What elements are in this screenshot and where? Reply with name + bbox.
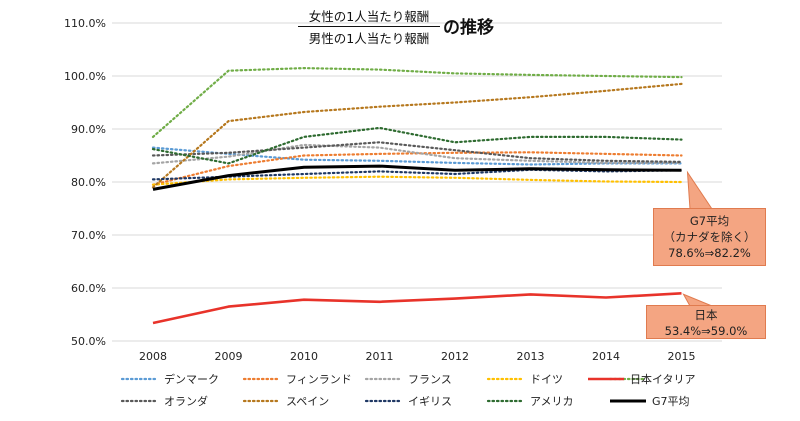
legend-label: フィンランド [286, 373, 352, 386]
legend-swatch [242, 399, 282, 403]
g7-average-callout: G7平均 （カナダを除く） 78.6%⇒82.2% [653, 208, 766, 266]
legend-label: G7平均 [652, 395, 690, 408]
legend-swatch [120, 399, 160, 403]
legend-item: スペイン [242, 393, 329, 409]
legend-label: イタリア [652, 373, 696, 386]
series-line [152, 164, 682, 191]
legend-swatch [610, 399, 646, 403]
x-tick-label: 2008 [139, 350, 167, 363]
legend-item: G7平均 [608, 393, 690, 409]
legend-label: スペイン [286, 395, 330, 408]
chart-title: 女性の1人当たり報酬 男性の1人当たり報酬 の推移 [0, 4, 800, 46]
legend-label: 日本 [630, 373, 652, 386]
legend-label: ドイツ [530, 373, 563, 386]
series-line [151, 175, 683, 186]
y-tick-label: 110.0% [64, 17, 106, 30]
legend-item: デンマーク [120, 371, 219, 387]
y-tick-label: 80.0% [71, 176, 106, 189]
legend-swatch [364, 399, 404, 403]
title-suffix: の推移 [443, 18, 494, 38]
x-tick-label: 2013 [517, 350, 545, 363]
legend-label: デンマーク [164, 373, 219, 386]
series-lines [151, 66, 683, 325]
x-tick-label: 2015 [668, 350, 696, 363]
legend-item: オランダ [120, 393, 208, 409]
callout-line: 53.4%⇒59.0% [664, 324, 748, 338]
callout-line: （カナダを除く） [663, 230, 756, 244]
gridlines [112, 22, 722, 342]
series-line [151, 126, 683, 165]
x-tick-label: 2012 [441, 350, 469, 363]
legend-item: 日本 [586, 371, 652, 387]
legend-item: ドイツ [486, 371, 563, 387]
x-axis-tick-labels: 2008 2009 2010 2011 2012 2013 2014 2015 [139, 350, 696, 363]
japan-callout: 日本 53.4%⇒59.0% [646, 305, 766, 339]
callout-line: 78.6%⇒82.2% [668, 246, 751, 260]
legend: デンマーク フィンランド フランス ドイツ イタリア 日本オランダ スペイン イギリス アメリカ… [120, 371, 760, 415]
x-tick-label: 2010 [290, 350, 318, 363]
legend-swatch [486, 377, 526, 381]
legend-swatch [364, 377, 404, 381]
legend-item: イギリス [364, 393, 452, 409]
y-tick-label: 60.0% [71, 282, 106, 295]
title-fraction: 女性の1人当たり報酬 男性の1人当たり報酬 [298, 6, 440, 47]
legend-swatch [120, 377, 160, 381]
legend-item: フランス [364, 371, 452, 387]
series-line [151, 82, 683, 189]
y-axis-tick-labels: 50.0% 60.0% 70.0% 80.0% 90.0% 100.0% 110.0% [64, 17, 106, 348]
series-line [151, 66, 683, 138]
g7-callout-pointer [686, 170, 713, 210]
callout-line: G7平均 [689, 214, 730, 228]
series-line [151, 141, 683, 163]
legend-swatch [242, 377, 282, 381]
y-tick-label: 90.0% [71, 123, 106, 136]
series-line [152, 292, 682, 325]
title-numerator: 女性の1人当たり報酬 [298, 6, 440, 27]
title-denominator: 男性の1人当たり報酬 [308, 31, 430, 46]
callout-line: 日本 [694, 308, 718, 322]
y-tick-label: 50.0% [71, 335, 106, 348]
legend-item: アメリカ [486, 393, 573, 409]
y-tick-label: 100.0% [64, 70, 106, 83]
legend-item: フィンランド [242, 371, 352, 387]
y-tick-label: 70.0% [71, 229, 106, 242]
x-tick-label: 2014 [592, 350, 620, 363]
legend-label: アメリカ [530, 395, 574, 408]
legend-swatch [588, 377, 624, 381]
x-tick-label: 2011 [366, 350, 394, 363]
x-tick-label: 2009 [215, 350, 243, 363]
legend-label: フランス [408, 373, 452, 386]
legend-swatch [486, 399, 526, 403]
series-line [151, 143, 683, 165]
legend-label: イギリス [408, 395, 452, 408]
legend-label: オランダ [164, 395, 208, 408]
